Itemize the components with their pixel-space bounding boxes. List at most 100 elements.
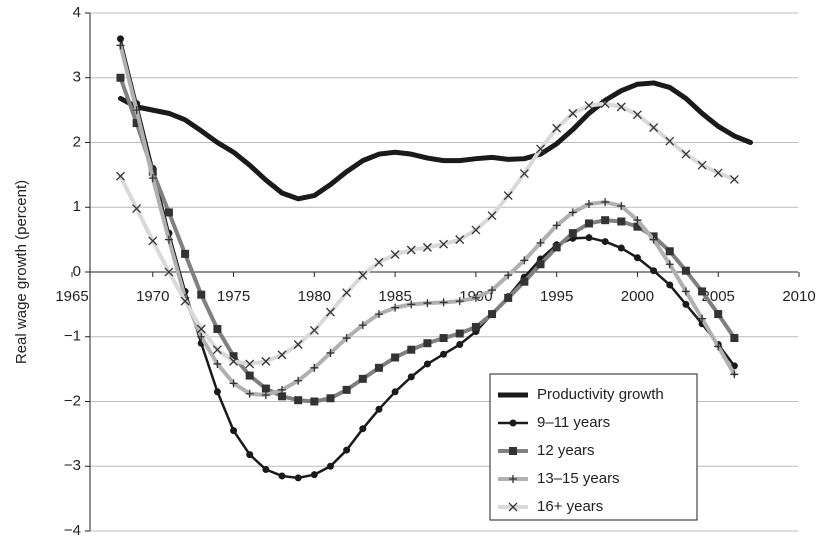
data-point — [261, 356, 271, 366]
data-point — [617, 217, 626, 226]
data-point — [278, 385, 287, 394]
x-tick-label: 1970 — [136, 288, 169, 305]
data-point — [342, 385, 351, 394]
data-point — [326, 348, 335, 357]
data-point — [310, 363, 319, 372]
data-point — [213, 359, 222, 368]
data-point — [600, 99, 610, 109]
data-point — [261, 384, 270, 393]
legend-label: 13–15 years — [537, 470, 620, 487]
data-point — [649, 123, 659, 133]
data-point — [568, 108, 578, 118]
data-point — [536, 238, 545, 247]
data-point — [374, 363, 383, 372]
data-point — [277, 350, 287, 360]
y-tick-label: −4 — [64, 522, 81, 539]
data-point — [294, 376, 303, 385]
y-tick-label: 4 — [73, 4, 81, 21]
data-point — [632, 110, 642, 120]
data-point — [487, 211, 497, 221]
data-point — [633, 222, 642, 231]
data-point — [116, 41, 125, 50]
data-point — [455, 297, 464, 306]
data-point — [358, 321, 367, 330]
y-tick-label: −3 — [64, 457, 81, 474]
data-point — [116, 35, 124, 43]
legend: Productivity growth 9–11 years 12 years 13–… — [489, 373, 698, 521]
data-point — [439, 298, 448, 307]
data-point — [391, 353, 400, 362]
data-point — [601, 238, 609, 246]
data-point — [148, 236, 158, 246]
data-point — [374, 310, 383, 319]
data-point — [601, 198, 610, 207]
data-point — [359, 425, 367, 433]
data-point — [197, 290, 206, 299]
data-point — [729, 174, 739, 184]
data-point — [439, 334, 448, 343]
data-point — [455, 329, 464, 338]
data-point — [164, 267, 174, 277]
data-point — [196, 324, 206, 334]
data-point — [213, 324, 222, 333]
data-point — [278, 392, 287, 401]
data-point — [229, 352, 238, 361]
data-point — [164, 235, 173, 244]
data-point — [310, 397, 319, 406]
data-point — [649, 235, 658, 244]
data-point — [616, 102, 626, 112]
x-tick-label: 1985 — [378, 288, 411, 305]
legend-label: 9–11 years — [537, 414, 610, 431]
data-point — [520, 277, 529, 286]
data-point — [423, 360, 431, 368]
data-point — [407, 345, 416, 354]
data-point — [148, 174, 157, 183]
y-tick-label: 1 — [73, 198, 81, 215]
data-point — [246, 451, 254, 459]
data-point — [343, 446, 351, 454]
data-point — [584, 101, 594, 111]
data-point — [375, 405, 383, 413]
data-point — [326, 307, 335, 317]
data-point — [681, 149, 691, 159]
data-point — [374, 257, 384, 267]
data-point — [116, 171, 125, 181]
data-point — [503, 191, 513, 201]
data-point — [326, 462, 334, 470]
data-point — [552, 221, 561, 230]
legend-box — [489, 373, 698, 521]
data-point — [650, 267, 658, 275]
data-point — [509, 475, 517, 483]
data-point — [617, 201, 626, 210]
data-point — [423, 339, 432, 348]
y-tick-label: 0 — [73, 263, 81, 280]
x-tick-label: 1995 — [540, 288, 573, 305]
legend-label: 16+ years — [537, 498, 603, 515]
data-point — [261, 391, 270, 400]
data-point — [439, 239, 449, 249]
data-point — [584, 219, 593, 228]
data-point — [488, 310, 497, 319]
x-tick-label: 2000 — [621, 288, 654, 305]
data-point — [212, 345, 222, 355]
data-point — [229, 379, 238, 388]
data-point — [407, 373, 415, 381]
data-point — [697, 160, 707, 170]
data-point — [342, 334, 351, 343]
data-point — [245, 359, 255, 369]
data-point — [456, 341, 464, 349]
data-point — [309, 325, 319, 335]
data-point — [552, 243, 561, 252]
legend-label: Productivity growth — [537, 386, 664, 403]
data-point — [568, 208, 577, 217]
data-point — [293, 340, 303, 349]
data-point — [358, 374, 367, 383]
data-point — [471, 323, 480, 332]
data-point — [568, 229, 577, 238]
y-tick-label: −1 — [64, 328, 81, 345]
data-point — [504, 293, 513, 302]
data-point — [262, 465, 270, 473]
x-tick-label: 1975 — [217, 288, 250, 305]
data-point — [422, 242, 432, 252]
